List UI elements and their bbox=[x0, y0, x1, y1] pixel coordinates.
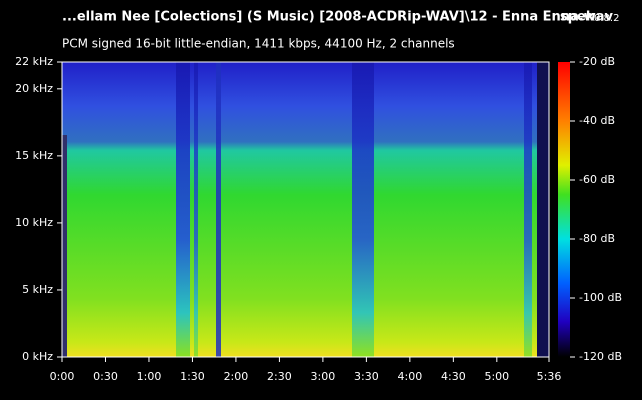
x-tick-label: 2:30 bbox=[267, 370, 292, 383]
y-tick-label: 5 kHz bbox=[22, 283, 53, 296]
colorbar-tick-label: -100 dB bbox=[579, 291, 622, 304]
y-tick-label: 20 kHz bbox=[15, 82, 53, 95]
spectrogram-streak bbox=[524, 62, 532, 357]
x-tick-label: 4:00 bbox=[398, 370, 423, 383]
x-tick-label: 0:00 bbox=[50, 370, 75, 383]
colorbar-tick-label: -40 dB bbox=[579, 114, 615, 127]
y-tick-label: 22 kHz bbox=[15, 55, 53, 68]
colorbar-tick-label: -120 dB bbox=[579, 350, 622, 363]
spectrogram-streak bbox=[194, 62, 198, 357]
format-info: PCM signed 16-bit little-endian, 1411 kb… bbox=[62, 37, 455, 51]
y-tick-label: 0 kHz bbox=[22, 350, 53, 363]
colorbar-tick-label: -20 dB bbox=[579, 55, 615, 68]
app-name: spek bbox=[560, 10, 595, 25]
x-tick-label: 1:00 bbox=[137, 370, 162, 383]
spectrogram-fill bbox=[62, 62, 549, 357]
x-tick-label: 3:30 bbox=[354, 370, 379, 383]
y-tick-label: 15 kHz bbox=[15, 149, 53, 162]
spectrogram-streak bbox=[176, 62, 190, 357]
file-title: ...ellam Nee [Colections] (S Music) [200… bbox=[62, 10, 614, 25]
plot-frame bbox=[61, 61, 550, 358]
spectrogram-streak bbox=[537, 62, 549, 357]
y-tick-label: 10 kHz bbox=[15, 216, 53, 229]
x-tick-label: 2:00 bbox=[224, 370, 249, 383]
app-version: 0.8.2 bbox=[594, 13, 619, 24]
spectrogram bbox=[61, 61, 550, 358]
colorbar-tick-label: -80 dB bbox=[579, 232, 615, 245]
x-tick-label: 5:00 bbox=[484, 370, 509, 383]
spectrogram-streak bbox=[352, 62, 374, 357]
x-tick-label: 3:00 bbox=[311, 370, 336, 383]
x-tick-label: 4:30 bbox=[441, 370, 466, 383]
x-tick-label: 1:30 bbox=[180, 370, 205, 383]
spectrogram-streak bbox=[216, 62, 221, 357]
colorbar-tick-label: -60 dB bbox=[579, 173, 615, 186]
x-tick-label: 0:30 bbox=[93, 370, 118, 383]
colorbar bbox=[558, 62, 570, 357]
spectrogram-streak bbox=[62, 135, 67, 357]
x-tick-label: 5:36 bbox=[537, 370, 562, 383]
